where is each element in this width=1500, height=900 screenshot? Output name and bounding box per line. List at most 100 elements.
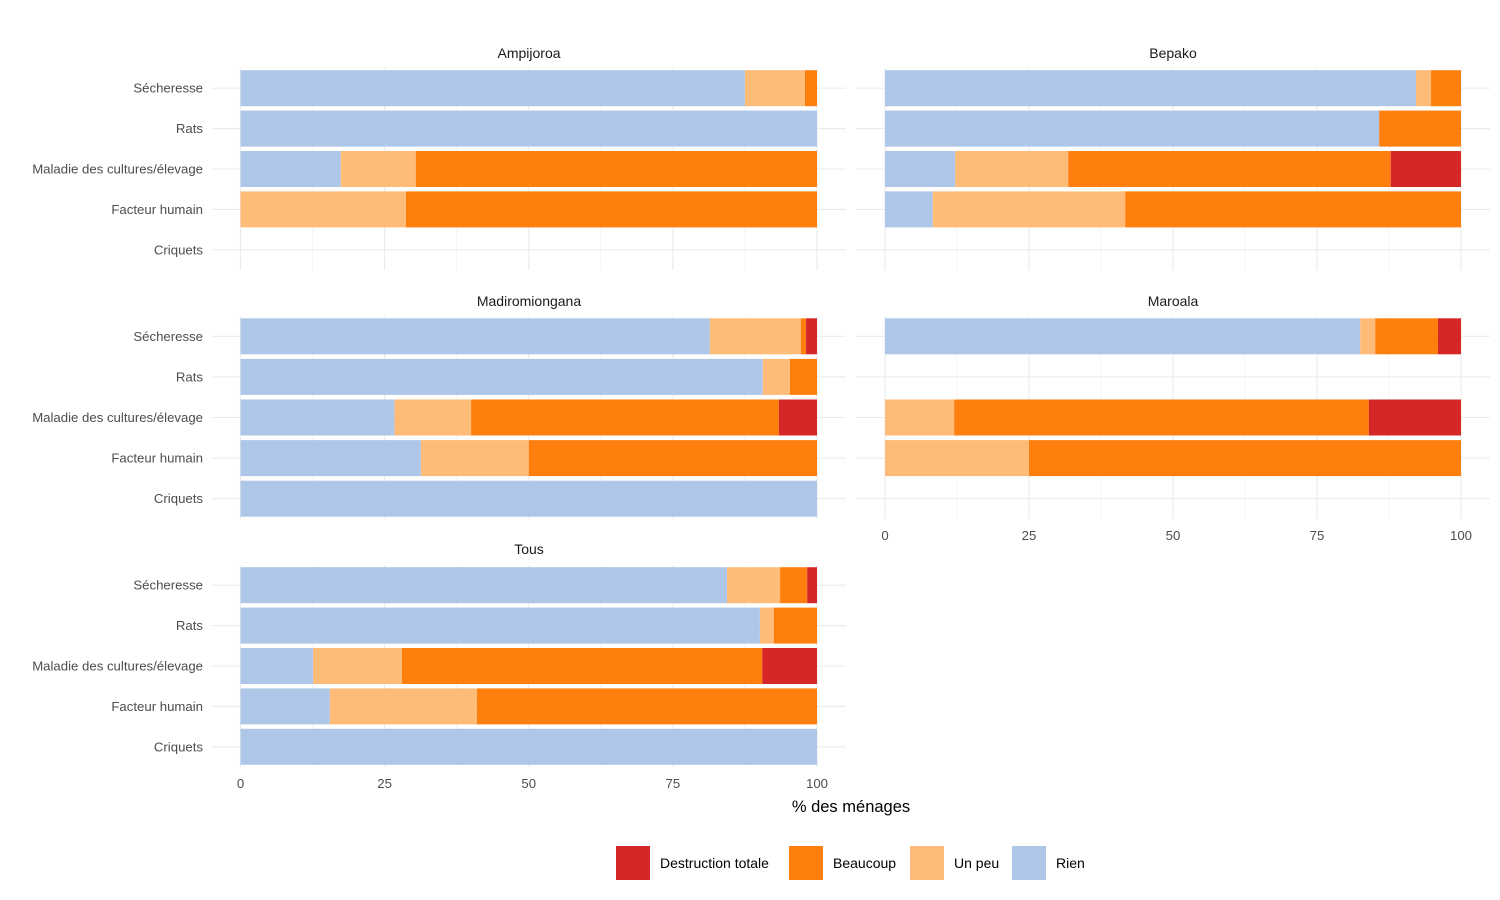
y-tick-label: Facteur humain [111,451,203,466]
panel-title-madiromiongana: Madiromiongana [477,293,581,309]
bar-segment-unpeu [932,191,1126,228]
bar-segment-destruction [1390,151,1461,187]
legend-key-unpeu [910,846,944,880]
x-tick-label: 75 [666,776,681,791]
bar-segment-rien [240,399,395,436]
x-tick-label: 100 [1450,528,1472,543]
bar-segment-beaucoup [471,399,779,436]
y-tick-label: Maladie des cultures/élevage [32,162,203,177]
bar-segment-rien [240,688,330,725]
bar-segment-beaucoup [1029,440,1461,477]
y-tick-label: Criquets [154,739,204,754]
legend-key-beaucoup [789,846,823,880]
x-tick-label: 25 [1022,528,1037,543]
bar-segment-beaucoup [773,607,817,644]
bar-segment-unpeu [313,648,402,684]
bar-segment-rien [240,358,763,395]
bar-segment-unpeu [340,151,416,187]
y-tick-label: Rats [176,369,204,384]
bar-segment-unpeu [1416,70,1432,107]
bar-segment-beaucoup [528,440,817,477]
bar-segment-destruction [1368,399,1461,436]
x-axis-title: % des ménages [792,798,910,816]
bar-segment-rien [240,318,710,355]
bar-segment-unpeu [759,607,774,644]
x-tick-label: 0 [237,776,244,791]
bar-segment-unpeu [885,440,1029,477]
y-tick-label: Facteur humain [111,699,203,714]
x-tick-label: 75 [1310,528,1325,543]
panel-title-bepako: Bepako [1149,45,1197,61]
y-tick-label: Facteur humain [111,202,203,217]
x-tick-label: 0 [881,528,888,543]
bar-segment-rien [240,728,817,765]
bar-segment-beaucoup [789,358,817,395]
bar-segment-destruction [762,648,817,684]
bar-segment-rien [240,607,760,644]
bar-segment-destruction [778,399,817,436]
bar-segment-destruction [1437,318,1461,355]
y-tick-label: Sécheresse [133,578,203,593]
bar-segment-rien [240,110,817,147]
bar-segment-rien [885,318,1361,355]
y-tick-label: Maladie des cultures/élevage [32,659,203,674]
panel-title-tous: Tous [514,541,544,557]
bar-segment-unpeu [762,358,790,395]
legend-key-destruction [616,846,650,880]
bar-segment-destruction [807,567,817,604]
bar-segment-rien [885,191,933,228]
bar-segment-unpeu [955,151,1069,187]
bar-segment-unpeu [420,440,529,477]
bar-segment-rien [240,151,341,187]
y-tick-label: Rats [176,121,204,136]
legend-key-rien [1012,846,1046,880]
x-tick-label: 25 [377,776,392,791]
bar-segment-beaucoup [800,318,807,355]
y-tick-label: Maladie des cultures/élevage [32,410,203,425]
bar-segment-unpeu [329,688,477,725]
y-tick-label: Criquets [154,242,204,257]
x-tick-label: 100 [806,776,828,791]
y-tick-label: Criquets [154,491,204,506]
panel-title-ampijoroa: Ampijoroa [497,45,560,61]
bar-segment-beaucoup [1431,70,1461,107]
bar-segment-beaucoup [1375,318,1438,355]
legend-label-unpeu: Un peu [954,855,999,871]
y-tick-label: Rats [176,618,204,633]
bar-segment-unpeu [709,318,801,355]
bar-segment-rien [240,567,728,604]
y-tick-label: Sécheresse [133,329,203,344]
panel-title-maroala: Maroala [1148,293,1199,309]
legend-label-rien: Rien [1056,855,1085,871]
bar-segment-destruction [806,318,817,355]
bar-segment-beaucoup [1068,151,1391,187]
bar-segment-beaucoup [780,567,808,604]
bar-segment-unpeu [240,191,406,228]
bar-segment-unpeu [727,567,781,604]
bar-segment-beaucoup [954,399,1369,436]
bar-segment-rien [240,480,817,517]
bar-segment-unpeu [885,399,955,436]
x-tick-label: 50 [521,776,536,791]
legend-label-beaucoup: Beaucoup [833,855,896,871]
bar-segment-rien [240,440,421,477]
bar-segment-rien [240,648,314,684]
bar-segment-beaucoup [415,151,817,187]
bar-segment-beaucoup [476,688,817,725]
x-tick-label: 50 [1166,528,1181,543]
y-tick-label: Sécheresse [133,81,203,96]
bar-segment-beaucoup [1379,110,1461,147]
bar-segment-unpeu [1360,318,1376,355]
bar-segment-beaucoup [1125,191,1461,228]
bar-segment-rien [240,70,745,107]
bar-segment-beaucoup [804,70,817,107]
bar-segment-unpeu [394,399,472,436]
bar-segment-rien [885,151,956,187]
bar-segment-rien [885,70,1417,107]
bar-segment-unpeu [744,70,805,107]
bar-segment-beaucoup [401,648,763,684]
bar-segment-beaucoup [405,191,817,228]
legend-label-destruction: Destruction totale [660,855,769,871]
bar-segment-rien [885,110,1380,147]
